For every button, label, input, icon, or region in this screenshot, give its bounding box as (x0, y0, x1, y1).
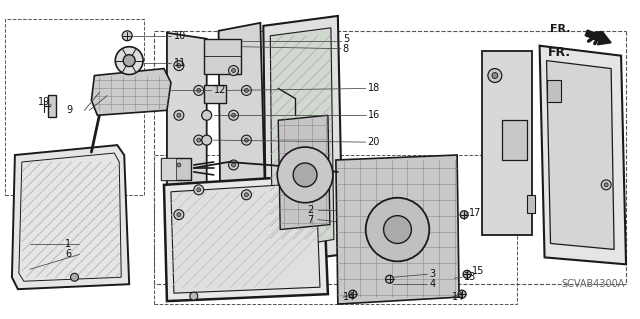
Circle shape (194, 185, 204, 195)
Circle shape (383, 216, 412, 243)
Polygon shape (12, 145, 129, 289)
Text: 19: 19 (38, 97, 50, 108)
Circle shape (177, 163, 181, 167)
Circle shape (244, 138, 248, 142)
Text: 14: 14 (343, 292, 355, 302)
Bar (161, 158, 176, 180)
Text: FR.: FR. (548, 46, 572, 59)
Text: 12: 12 (214, 85, 226, 95)
Text: 4: 4 (429, 279, 435, 289)
Bar (502, 120, 527, 160)
Circle shape (232, 163, 236, 167)
Circle shape (174, 110, 184, 120)
Circle shape (174, 61, 184, 70)
Circle shape (601, 180, 611, 190)
Polygon shape (336, 155, 459, 304)
Text: 1: 1 (65, 240, 72, 249)
Text: 5: 5 (343, 34, 349, 44)
Bar (5, 19, 144, 195)
Text: 18: 18 (367, 84, 380, 93)
Text: 10: 10 (174, 31, 186, 41)
Circle shape (70, 273, 79, 281)
Circle shape (460, 211, 468, 219)
Circle shape (492, 72, 498, 78)
Text: 15: 15 (472, 266, 484, 276)
Circle shape (277, 147, 333, 203)
Bar (48, 95, 56, 117)
Circle shape (349, 290, 356, 298)
Polygon shape (270, 28, 334, 249)
Circle shape (174, 210, 184, 219)
Text: 7: 7 (307, 215, 313, 225)
Circle shape (202, 110, 212, 120)
Circle shape (228, 66, 239, 76)
Text: FR.: FR. (550, 24, 570, 34)
Text: 16: 16 (367, 110, 380, 120)
Text: 13: 13 (464, 272, 476, 282)
Circle shape (174, 160, 184, 170)
Circle shape (196, 88, 201, 93)
Circle shape (202, 135, 212, 145)
Circle shape (177, 63, 181, 68)
Text: 8: 8 (343, 44, 349, 54)
Circle shape (228, 160, 239, 170)
Text: 2: 2 (307, 205, 313, 215)
Text: 3: 3 (429, 269, 435, 279)
Circle shape (194, 135, 204, 145)
Text: 11: 11 (174, 58, 186, 68)
Circle shape (115, 47, 143, 75)
Bar (204, 39, 241, 74)
FancyArrow shape (585, 30, 611, 45)
Polygon shape (278, 115, 330, 230)
Polygon shape (263, 16, 343, 264)
Polygon shape (171, 183, 320, 293)
Polygon shape (92, 69, 171, 115)
Circle shape (232, 113, 236, 117)
Circle shape (244, 88, 248, 93)
Circle shape (177, 113, 181, 117)
Text: 20: 20 (367, 137, 380, 147)
Polygon shape (164, 175, 328, 301)
Circle shape (244, 193, 248, 197)
Circle shape (190, 292, 198, 300)
Polygon shape (482, 51, 532, 234)
Circle shape (604, 183, 608, 187)
Text: 14: 14 (452, 292, 465, 302)
Circle shape (463, 270, 471, 278)
Circle shape (458, 290, 466, 298)
Text: 17: 17 (469, 208, 481, 218)
Circle shape (196, 138, 201, 142)
Bar (547, 80, 561, 102)
Circle shape (232, 69, 236, 72)
Circle shape (241, 190, 252, 200)
Circle shape (385, 275, 394, 283)
Circle shape (196, 188, 201, 192)
Circle shape (365, 198, 429, 261)
Bar (527, 195, 534, 213)
Bar (161, 158, 191, 180)
Polygon shape (167, 33, 207, 249)
Polygon shape (540, 46, 626, 264)
Text: 6: 6 (65, 249, 72, 259)
Bar (154, 155, 516, 304)
Polygon shape (547, 61, 614, 249)
Circle shape (194, 85, 204, 95)
Text: SCVAB4300A: SCVAB4300A (561, 279, 625, 289)
Circle shape (488, 69, 502, 83)
Polygon shape (219, 23, 266, 254)
Circle shape (241, 135, 252, 145)
Circle shape (177, 213, 181, 217)
Circle shape (241, 85, 252, 95)
Circle shape (122, 31, 132, 41)
Circle shape (228, 110, 239, 120)
Bar (204, 85, 225, 103)
Circle shape (124, 55, 135, 67)
Text: 9: 9 (67, 105, 72, 115)
Circle shape (293, 163, 317, 187)
